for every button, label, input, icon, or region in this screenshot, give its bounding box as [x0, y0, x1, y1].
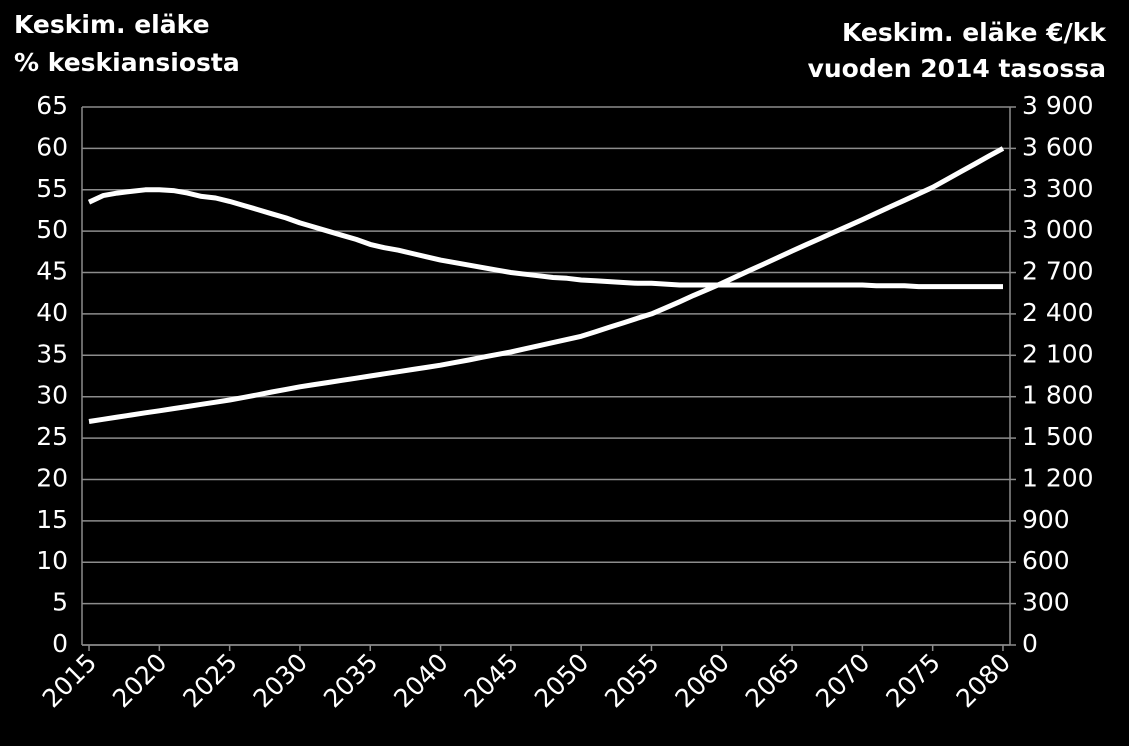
y-tick-label: 10 — [36, 546, 68, 575]
y2-tick-label: 1 200 — [1022, 463, 1094, 492]
y-tick-label: 50 — [36, 215, 68, 244]
y2-tick-label: 1 500 — [1022, 422, 1094, 451]
y2-tick-label: 300 — [1022, 588, 1070, 617]
y-tick-label: 20 — [36, 463, 68, 492]
y2-axis-title: Keskim. eläke €/kk — [842, 18, 1107, 47]
x-tick-label: 2070 — [810, 648, 875, 713]
y2-tick-label: 3 300 — [1022, 174, 1094, 203]
y2-tick-label: 3 600 — [1022, 132, 1094, 161]
x-tick-label: 2065 — [740, 648, 805, 713]
series-line — [87, 187, 1003, 290]
y-tick-label: 55 — [36, 174, 68, 203]
y-tick-label: 40 — [36, 298, 68, 327]
y-tick-label: 15 — [36, 505, 68, 534]
y-tick-label: 60 — [36, 132, 68, 161]
y2-tick-label: 0 — [1022, 629, 1038, 658]
y2-tick-label: 3 900 — [1022, 91, 1094, 120]
x-tick-label: 2040 — [388, 648, 453, 713]
y-axis-title: Keskim. eläke — [14, 10, 210, 39]
x-tick-label: 2075 — [880, 648, 945, 713]
y-tick-label: 65 — [36, 91, 68, 120]
x-tick-label: 2020 — [107, 648, 172, 713]
x-tick-label: 2035 — [318, 648, 383, 713]
x-tick-label: 2025 — [177, 648, 242, 713]
y2-tick-label: 600 — [1022, 546, 1070, 575]
y2-tick-label: 1 800 — [1022, 381, 1094, 410]
y2-tick-label: 2 100 — [1022, 339, 1094, 368]
y-tick-label: 30 — [36, 381, 68, 410]
y2-tick-label: 3 000 — [1022, 215, 1094, 244]
x-tick-label: 2055 — [599, 648, 664, 713]
y2-axis-title: vuoden 2014 tasossa — [808, 54, 1106, 83]
x-tick-label: 2050 — [529, 648, 594, 713]
y2-tick-label: 900 — [1022, 505, 1070, 534]
x-tick-label: 2015 — [37, 648, 102, 713]
y2-tick-label: 2 700 — [1022, 257, 1094, 286]
series-line — [88, 146, 1005, 424]
x-tick-label: 2060 — [669, 648, 734, 713]
y-tick-label: 35 — [36, 339, 68, 368]
x-tick-label: 2080 — [951, 648, 1016, 713]
y-tick-label: 25 — [36, 422, 68, 451]
x-tick-label: 2030 — [248, 648, 313, 713]
y-tick-label: 5 — [52, 588, 68, 617]
y-tick-label: 0 — [52, 629, 68, 658]
y-tick-label: 45 — [36, 257, 68, 286]
y2-tick-label: 2 400 — [1022, 298, 1094, 327]
y-axis-title: % keskiansiosta — [14, 48, 240, 77]
x-tick-label: 2045 — [459, 648, 524, 713]
